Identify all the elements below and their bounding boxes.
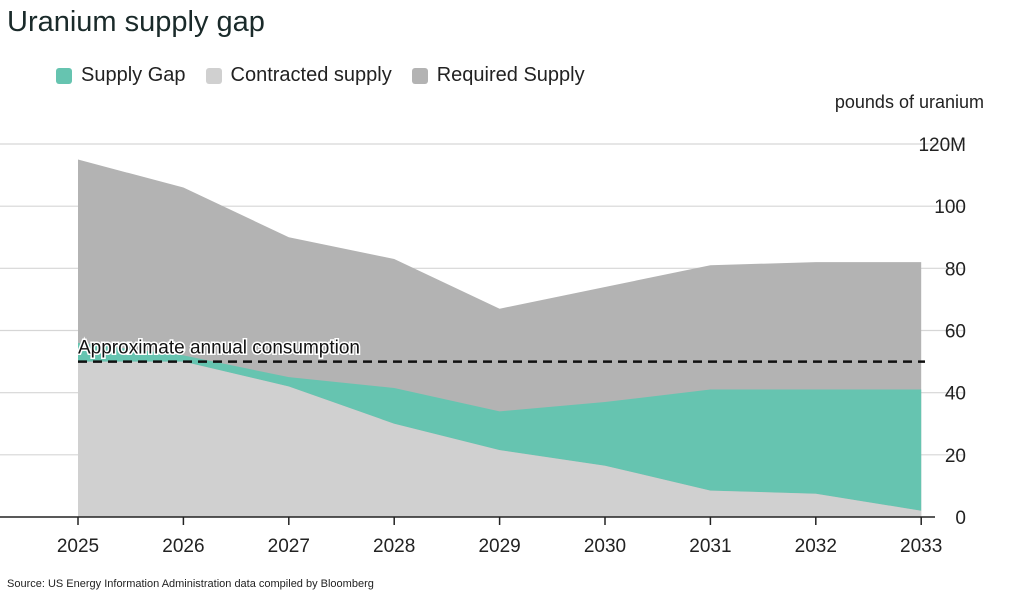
- y-tick-label: 80: [945, 259, 966, 280]
- legend-label: Supply Gap: [81, 64, 186, 86]
- x-tick-label: 2028: [373, 536, 415, 557]
- y-tick-label: 100: [934, 197, 966, 218]
- x-tick-label: 2026: [162, 536, 204, 557]
- area-contracted-supply: [78, 361, 922, 517]
- source-note: Source: US Energy Information Administra…: [7, 578, 374, 590]
- y-tick-label: 0: [955, 508, 966, 529]
- y-tick-label: 20: [945, 446, 966, 467]
- x-tick-label: 2030: [584, 536, 626, 557]
- y-tick-label: 120M: [918, 135, 966, 156]
- x-tick-label: 2031: [689, 536, 731, 557]
- x-tick-label: 2029: [478, 536, 520, 557]
- chart-title: Uranium supply gap: [7, 6, 265, 38]
- x-tick-label: 2027: [268, 536, 310, 557]
- area-supply-gap: [78, 342, 922, 511]
- y-tick-label: 40: [945, 384, 966, 405]
- y-tick-label: 60: [945, 322, 966, 343]
- legend: Supply Gap Contracted supply Required Supp…: [56, 64, 585, 87]
- x-tick-label: 2032: [795, 536, 837, 557]
- y-axis-label: pounds of uranium: [834, 92, 984, 112]
- x-tick-label: 2033: [900, 536, 942, 557]
- legend-swatch: [411, 67, 428, 84]
- legend-label: Contracted supply: [230, 64, 392, 86]
- legend-item: Contracted supply: [205, 64, 392, 87]
- x-tick-label: 2025: [57, 536, 99, 557]
- legend-label: Required Supply: [436, 64, 585, 86]
- annotation-label: Approximate annual consumption: [78, 338, 360, 359]
- legend-item: Supply Gap: [56, 64, 186, 87]
- legend-swatch: [56, 67, 72, 84]
- legend-swatch: [205, 67, 222, 84]
- legend-item: Required Supply: [411, 64, 585, 87]
